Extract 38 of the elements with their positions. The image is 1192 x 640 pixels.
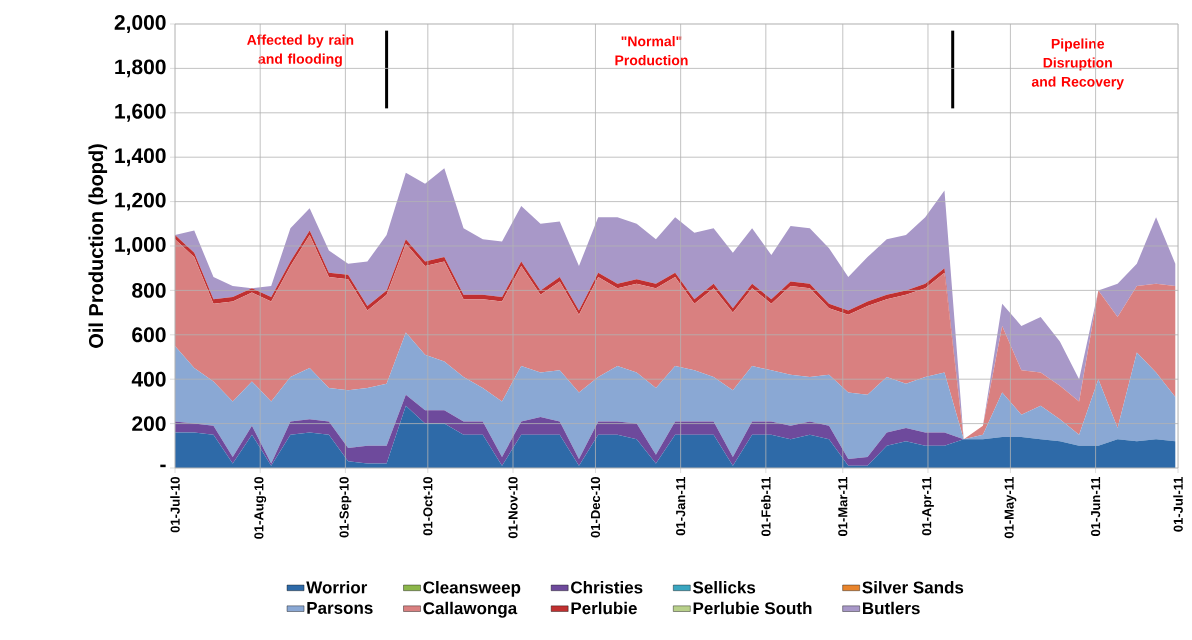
annotation: Pipeline Disruption and Recovery: [1031, 38, 1124, 90]
y-axis-title: Oil Production (bopd): [88, 144, 108, 348]
legend-label: Silver Sands: [862, 580, 964, 594]
x-tick-label: 01-Oct-10: [423, 477, 433, 536]
x-tick-label: 01-Nov-10: [508, 477, 518, 539]
y-tick-label: 200: [132, 416, 166, 432]
legend-label: Perlubie South: [693, 601, 812, 615]
y-tick-label: 800: [132, 282, 166, 298]
legend-label: Perlubie: [571, 601, 637, 615]
x-tick-label: 01-Apr-11: [922, 476, 934, 536]
x-tick-label: 01-Mar-11: [838, 476, 848, 536]
x-tick-label: 01-Sep-10: [339, 477, 352, 538]
y-tick-label: 1,000: [115, 237, 166, 255]
y-tick-label: 1,600: [115, 103, 166, 122]
y-tick-label: 400: [131, 371, 166, 387]
legend-label: Butlers: [862, 601, 920, 615]
legend-label: Cleansweep: [423, 580, 521, 597]
x-tick-label: 01-Jul-11: [1173, 476, 1183, 532]
legend-label: Parsons: [307, 602, 373, 614]
y-tick-label: 1,200: [115, 192, 166, 211]
x-tick-label: 01-Dec-10: [590, 477, 601, 538]
annotation: Affected by rain and flooding: [247, 34, 354, 67]
x-tick-label: 01-Jan-11: [676, 476, 686, 536]
legend-label: Callawonga: [423, 601, 518, 618]
x-tick-label: 01-May-11: [1004, 476, 1017, 539]
y-tick-label: 1,400: [115, 148, 166, 167]
legend-label: Sellicks: [692, 580, 756, 594]
y-tick-label: -: [160, 464, 166, 468]
legend-label: Christies: [571, 580, 643, 594]
y-tick-label: 600: [132, 327, 166, 343]
annotation: "Normal" Production: [615, 36, 688, 66]
legend-label: Worrior: [306, 580, 368, 594]
y-tick-label: 2,000: [114, 15, 166, 33]
x-tick-label: 01-Jun-11: [1091, 476, 1101, 536]
x-tick-label: 01-Jul-10: [170, 477, 180, 533]
x-tick-label: 01-Feb-11: [761, 476, 771, 536]
x-tick-label: 01-Aug-10: [254, 477, 267, 539]
y-tick-label: 1,800: [115, 59, 166, 78]
